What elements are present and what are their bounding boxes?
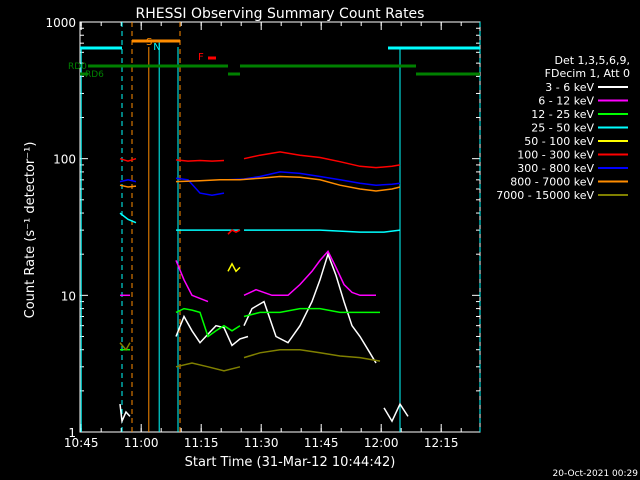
series-line-0	[175, 314, 249, 347]
series-line-0	[119, 404, 131, 425]
legend-label: 7000 - 15000 keV	[496, 189, 594, 202]
y-axis-label: Count Rate (s⁻¹ detector⁻¹)	[23, 142, 38, 319]
x-tick-label: 12:15	[424, 436, 459, 450]
series-line-8	[175, 362, 241, 372]
series-line-5	[227, 229, 241, 235]
x-tick-label: 12:00	[364, 436, 399, 450]
series-line-2	[175, 307, 241, 338]
series-line-2	[243, 307, 380, 318]
series-line-6	[119, 179, 137, 183]
legend-label: 12 - 25 keV	[531, 108, 594, 121]
legend-label: 6 - 12 keV	[538, 95, 594, 108]
y-tick-label: 100	[53, 153, 76, 167]
x-tick-label: 11:00	[124, 436, 159, 450]
series-line-8	[119, 342, 131, 351]
series-line-8	[243, 348, 381, 362]
y-tick-label: 10	[61, 289, 76, 303]
legend-label: 100 - 300 keV	[517, 149, 594, 162]
series-line-5	[243, 151, 401, 169]
series-line-1	[243, 249, 376, 297]
series-line-7	[175, 175, 401, 192]
series-line-4	[227, 262, 241, 273]
flare-label: F	[198, 52, 204, 63]
legend-label: 800 - 7000 keV	[510, 176, 594, 189]
night-label: N	[153, 42, 160, 53]
plot-frame	[79, 21, 481, 433]
footer-date: 20-Oct-2021 00:29	[553, 469, 639, 479]
legend-label: 50 - 100 keV	[524, 135, 594, 148]
x-axis-label: Start Time (31-Mar-12 10:44:42)	[185, 455, 396, 470]
x-tick-label: 11:45	[304, 436, 339, 450]
legend-label: 25 - 50 keV	[531, 122, 594, 135]
x-tick-label: 11:30	[244, 436, 279, 450]
series-line-1	[175, 260, 209, 303]
series-line-5	[175, 159, 225, 162]
legend-label: 3 - 6 keV	[545, 81, 594, 94]
series-line-7	[119, 184, 137, 188]
legend-header-1: Det 1,3,5,6,9,	[554, 54, 630, 67]
y-tick-label: 1000	[45, 16, 76, 30]
series-line-5	[119, 157, 137, 162]
series-line-0	[243, 251, 377, 364]
y-tick-label: 1	[68, 426, 76, 440]
series-line-6	[175, 177, 225, 196]
series-line-6	[227, 171, 401, 186]
series-line-3	[119, 212, 137, 224]
legend-label: 300 - 800 keV	[517, 162, 594, 175]
rd6-label: RD6	[85, 70, 104, 80]
series-line-0	[383, 402, 409, 423]
legend-header-2: FDecim 1, Att 0	[545, 67, 630, 80]
series-line-3	[244, 229, 401, 233]
x-tick-label: 11:15	[184, 436, 219, 450]
x-tick-label: 10:45	[64, 436, 99, 450]
rd0-label: RD0	[68, 62, 87, 72]
chart-title: RHESSI Observing Summary Count Rates	[136, 6, 425, 22]
saa-label: S	[146, 37, 152, 48]
